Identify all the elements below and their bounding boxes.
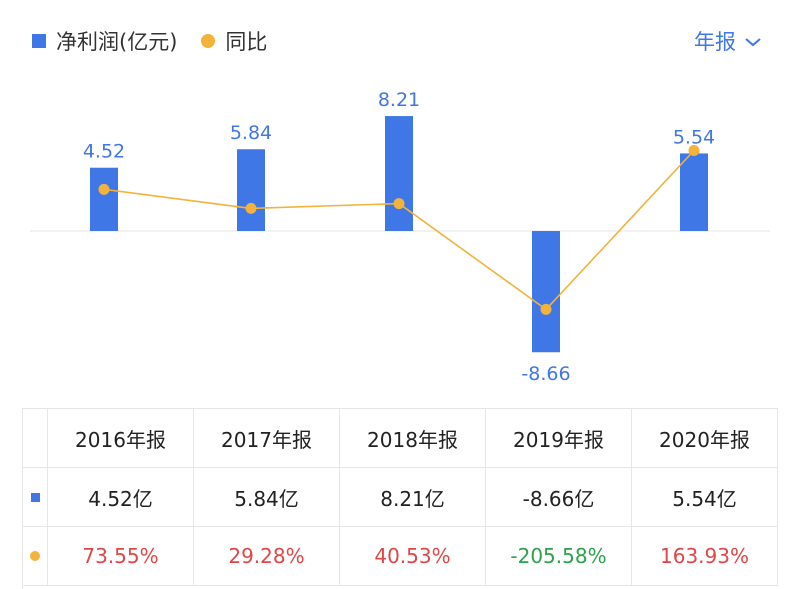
line-legend-marker — [201, 34, 216, 48]
period-selector[interactable]: 年报 — [694, 26, 762, 56]
bar-legend-label: 净利润(亿元) — [56, 30, 178, 54]
bar-2018年报 — [385, 116, 413, 231]
bar-2017年报 — [237, 149, 265, 231]
table-cell: 29.28% — [194, 527, 340, 586]
period-label: 年报 — [694, 30, 736, 54]
net-profit-marker-cell — [23, 468, 48, 527]
table-cell: -205.58% — [486, 527, 632, 586]
line-legend-label: 同比 — [225, 30, 268, 54]
table-header: 2019年报 — [486, 409, 632, 468]
yoy-marker-cell — [23, 527, 48, 586]
bar-value-label: -8.66 — [521, 363, 570, 385]
bar-value-label: 8.21 — [378, 89, 420, 111]
table-cell: 5.84亿 — [194, 468, 340, 527]
line-marker-icon — [30, 551, 40, 561]
bar-value-label: 4.52 — [83, 141, 125, 163]
table-cell: 163.93% — [632, 527, 778, 586]
yoy-point-2016年报 — [98, 183, 110, 195]
yoy-point-2018年报 — [393, 198, 405, 210]
data-table: 2016年报 2017年报 2018年报 2019年报 2020年报 4.52亿… — [22, 408, 778, 589]
yoy-point-2020年报 — [688, 145, 700, 157]
table-header: 2018年报 — [340, 409, 486, 468]
bar-value-label: 5.54 — [673, 126, 715, 148]
table-cell: 4.52亿 — [48, 468, 194, 527]
table-header: 2016年报 — [48, 409, 194, 468]
table-header-row: 2016年报 2017年报 2018年报 2019年报 2020年报 — [23, 409, 778, 468]
chart-legend: 净利润(亿元) 同比 — [32, 26, 267, 56]
profit-chart: 4.52 5.84 8.21 -8.66 5.54 — [30, 89, 770, 385]
bar-2016年报 — [90, 167, 118, 231]
bar-2020年报 — [680, 153, 708, 231]
table-header: 2017年报 — [194, 409, 340, 468]
table-cell: 73.55% — [48, 527, 194, 586]
table-cell: 5.54亿 — [632, 468, 778, 527]
chevron-down-icon — [744, 29, 762, 53]
bar-legend-marker — [32, 34, 46, 48]
table-corner — [23, 409, 48, 468]
bar-value-label: 5.84 — [230, 122, 272, 144]
table-cell: 8.21亿 — [340, 468, 486, 527]
table-header: 2020年报 — [632, 409, 778, 468]
table-row-yoy: 73.55% 29.28% 40.53% -205.58% 163.93% — [23, 527, 778, 586]
bar-marker-icon — [30, 492, 40, 502]
table-cell: 40.53% — [340, 527, 486, 586]
table-row-net-profit: 4.52亿 5.84亿 8.21亿 -8.66亿 5.54亿 — [23, 468, 778, 527]
bar-2019年报 — [532, 231, 560, 353]
table-cell: -8.66亿 — [486, 468, 632, 527]
yoy-point-2017年报 — [245, 202, 257, 214]
yoy-point-2019年报 — [540, 303, 552, 315]
